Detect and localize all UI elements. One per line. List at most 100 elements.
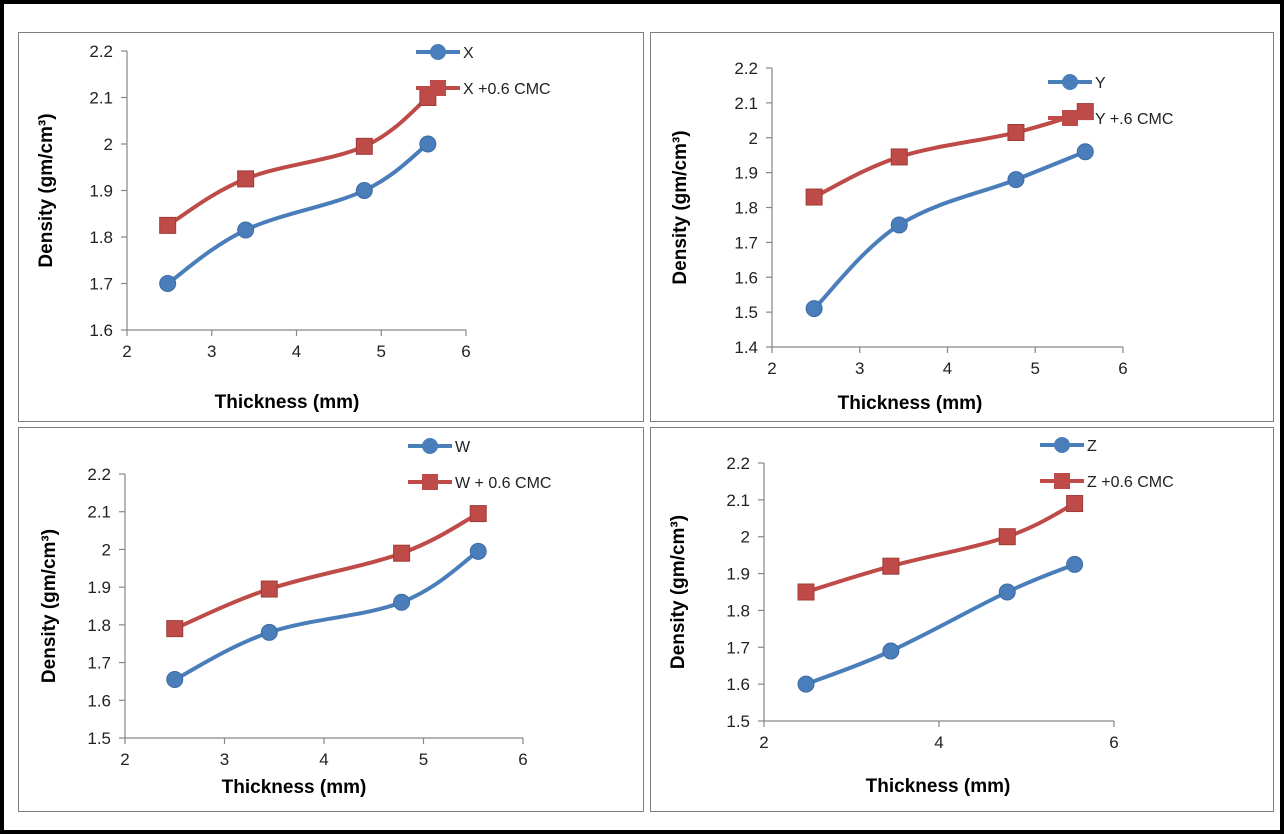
y-tick-label: 1.7 <box>89 275 113 294</box>
x-axis-title: Thickness (mm) <box>838 393 983 414</box>
data-point-circle <box>882 642 900 660</box>
data-point-circle <box>1066 555 1084 573</box>
y-tick-label: 1.7 <box>87 654 111 673</box>
x-tick-label: 6 <box>1118 359 1127 378</box>
legend-label: W + 0.6 CMC <box>455 475 551 492</box>
y-tick-label: 1.8 <box>87 616 111 635</box>
data-point-circle <box>998 583 1016 601</box>
y-tick-label: 1.7 <box>726 638 750 657</box>
x-tick-label: 2 <box>767 359 776 378</box>
y-tick-label: 1.6 <box>726 675 750 694</box>
legend-label: W <box>455 439 471 456</box>
y-tick-label: 2 <box>104 135 113 154</box>
y-tick-label: 1.6 <box>87 691 111 710</box>
chart-w: 1.5 1.6 1.7 1.8 1.9 2 2.1 2.2 2 3 4 5 6 Thickness (mm… <box>39 438 551 798</box>
data-point-circle <box>393 593 411 611</box>
legend-label: Y <box>1095 75 1106 92</box>
data-point-circle <box>890 216 908 234</box>
data-point-square <box>797 583 815 601</box>
legend-label: Z <box>1087 438 1097 455</box>
legend-marker-circle <box>1054 437 1070 453</box>
y-tick-label: 2.1 <box>89 89 113 108</box>
y-axis-title: Density (gm/cm³) <box>36 113 57 267</box>
y-tick-label: 1.5 <box>734 303 758 322</box>
data-point-square <box>355 137 373 155</box>
y-tick-label: 1.8 <box>726 601 750 620</box>
y-tick-label: 1.9 <box>726 565 750 584</box>
y-axis-title: Density (gm/cm³) <box>670 130 691 284</box>
y-tick-label: 1.6 <box>734 268 758 287</box>
legend-marker-square <box>1054 473 1070 489</box>
x-tick-label: 2 <box>122 342 131 361</box>
chart-x: 1.6 1.7 1.8 1.9 2 2.1 2.2 2 3 4 5 6 Thickness (mm) De… <box>36 42 551 413</box>
series-line-1 <box>812 149 1087 311</box>
y-tick-label: 1.9 <box>87 578 111 597</box>
series-line-2 <box>166 95 430 228</box>
data-point-circle <box>469 542 487 560</box>
x-tick-label: 4 <box>943 359 952 378</box>
y-tick-label: 1.9 <box>89 182 113 201</box>
x-tick-label: 6 <box>518 750 527 769</box>
x-tick-label: 5 <box>419 750 428 769</box>
legend-marker-circle <box>422 438 438 454</box>
x-tick-label: 3 <box>207 342 216 361</box>
y-tick-label: 1.9 <box>734 164 758 183</box>
y-axis-title: Density (gm/cm³) <box>668 515 689 669</box>
x-axis-title: Thickness (mm) <box>222 777 367 798</box>
series-line-2 <box>173 511 480 631</box>
legend-label: Z +0.6 CMC <box>1087 474 1174 491</box>
data-point-circle <box>260 623 278 641</box>
data-point-square <box>882 557 900 575</box>
chart-z: 1.5 1.6 1.7 1.8 1.9 2 2.1 2.2 2 4 6 Thickness (mm) D… <box>668 437 1174 797</box>
data-point-square <box>260 580 278 598</box>
legend-marker-circle <box>1062 74 1078 90</box>
data-point-circle <box>1007 171 1025 189</box>
y-tick-label: 2 <box>102 540 111 559</box>
data-point-circle <box>237 221 255 239</box>
y-tick-label: 2.1 <box>87 503 111 522</box>
data-point-circle <box>355 182 373 199</box>
series-line-2 <box>813 109 1086 199</box>
x-tick-label: 6 <box>461 342 470 361</box>
y-tick-label: 1.8 <box>89 228 113 247</box>
data-point-square <box>159 216 177 234</box>
chart-y: 1.4 1.5 1.6 1.7 1.8 1.9 2 2.1 2.2 2 3 4 5 6 Thickness … <box>670 59 1173 414</box>
data-point-square <box>166 620 184 638</box>
data-point-square <box>805 188 823 206</box>
y-tick-label: 2.2 <box>734 59 758 78</box>
y-tick-label: 1.8 <box>734 199 758 218</box>
x-tick-label: 4 <box>319 750 328 769</box>
data-point-square <box>1007 124 1025 142</box>
legend-marker-square <box>430 80 446 96</box>
data-point-square <box>890 148 908 166</box>
data-point-square <box>998 528 1016 546</box>
x-tick-label: 2 <box>120 750 129 769</box>
x-tick-label: 4 <box>934 733 943 752</box>
data-point-circle <box>805 300 823 318</box>
y-tick-label: 1.5 <box>726 712 750 731</box>
x-tick-label: 2 <box>759 733 768 752</box>
legend-label: X +0.6 CMC <box>463 81 551 98</box>
y-tick-label: 2.2 <box>87 465 111 484</box>
x-axis-title: Thickness (mm) <box>866 776 1011 797</box>
x-axis-title: Thickness (mm) <box>215 392 360 413</box>
series-line-1 <box>166 142 430 286</box>
legend-marker-square <box>1062 110 1078 126</box>
data-point-circle <box>159 275 177 292</box>
y-tick-label: 2.1 <box>734 94 758 113</box>
y-tick-label: 2.2 <box>726 454 750 473</box>
legend-marker-circle <box>430 44 446 60</box>
x-tick-label: 4 <box>292 342 301 361</box>
data-point-square <box>237 170 255 188</box>
x-tick-label: 3 <box>220 750 229 769</box>
y-tick-label: 2 <box>749 129 758 148</box>
data-point-square <box>393 544 411 562</box>
chart-panel-z <box>650 427 1274 812</box>
data-point-circle <box>166 671 184 689</box>
series-line-1 <box>173 549 480 682</box>
legend-label: Y +.6 CMC <box>1095 111 1173 128</box>
y-axis-title: Density (gm/cm³) <box>39 529 60 683</box>
series-line-2 <box>805 501 1076 594</box>
